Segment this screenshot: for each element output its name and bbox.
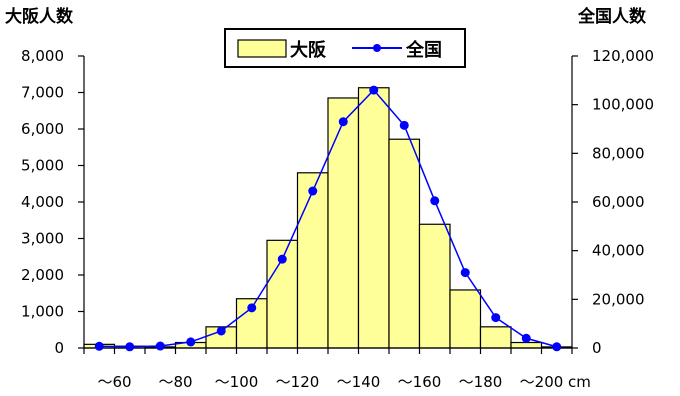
legend-label-osaka: 大阪 bbox=[290, 39, 327, 61]
bar-9 bbox=[357, 87, 390, 349]
national-point-1 bbox=[125, 342, 135, 352]
national-point-9 bbox=[369, 85, 379, 95]
national-point-10 bbox=[399, 120, 409, 130]
left-tick-label-5: 5,000 bbox=[21, 157, 64, 175]
x-tick-label-3: ～120 bbox=[276, 373, 320, 391]
right-tick-label-1: 20,000 bbox=[592, 290, 645, 308]
x-tick-label-7: ～200 bbox=[520, 373, 564, 391]
right-tick-label-3: 60,000 bbox=[592, 193, 645, 211]
national-point-7 bbox=[308, 186, 318, 196]
legend-swatch-osaka bbox=[237, 39, 287, 58]
bar-13 bbox=[479, 326, 512, 349]
national-point-12 bbox=[460, 268, 470, 278]
left-tick-label-4: 4,000 bbox=[21, 193, 64, 211]
right-tick-label-2: 40,000 bbox=[592, 242, 645, 260]
left-tick-label-1: 1,000 bbox=[21, 303, 64, 321]
left-tick-label-6: 6,000 bbox=[21, 120, 64, 138]
bar-14 bbox=[510, 341, 543, 349]
national-point-3 bbox=[186, 337, 196, 347]
left-tick-label-2: 2,000 bbox=[21, 266, 64, 284]
left-tick-label-0: 0 bbox=[54, 339, 64, 357]
national-point-8 bbox=[338, 117, 348, 127]
right-axis-title: 全国人数 bbox=[577, 6, 647, 27]
legend: 大阪 全国 bbox=[224, 28, 466, 68]
x-tick-label-6: ～180 bbox=[459, 373, 503, 391]
national-point-2 bbox=[155, 341, 165, 351]
right-tick-label-5: 100,000 bbox=[592, 96, 654, 114]
national-point-13 bbox=[491, 313, 501, 323]
plot-area: 0 1,000 2,000 3,000 4,000 5,000 6,000 7,000 8,00… bbox=[21, 47, 654, 391]
national-point-11 bbox=[430, 196, 440, 206]
left-tick-label-3: 3,000 bbox=[21, 230, 64, 248]
left-tick-label-8: 8,000 bbox=[21, 47, 64, 65]
x-tick-label-1: ～80 bbox=[158, 373, 192, 391]
bar-12 bbox=[449, 289, 482, 349]
right-tick-label-0: 0 bbox=[592, 339, 602, 357]
national-point-6 bbox=[277, 254, 287, 264]
right-tick-label-4: 80,000 bbox=[592, 144, 645, 162]
national-line bbox=[99, 88, 557, 348]
right-tick-label-6: 120,000 bbox=[592, 47, 654, 65]
bar-10 bbox=[388, 138, 421, 349]
national-point-5 bbox=[247, 303, 257, 313]
x-tick-label-5: ～160 bbox=[398, 373, 442, 391]
x-tick-label-4: ～140 bbox=[337, 373, 381, 391]
legend-label-national: 全国 bbox=[405, 39, 442, 61]
bar-7 bbox=[296, 172, 329, 349]
national-point-15 bbox=[552, 342, 562, 352]
national-point-4 bbox=[216, 326, 226, 336]
left-tick-label-7: 7,000 bbox=[21, 84, 64, 102]
legend-marker-national bbox=[373, 44, 381, 52]
bar-8 bbox=[327, 97, 360, 349]
national-point-14 bbox=[521, 333, 531, 343]
x-tick-label-2: ～100 bbox=[215, 373, 259, 391]
bar-11 bbox=[418, 223, 451, 349]
x-unit-label: cm bbox=[568, 373, 591, 391]
x-tick-label-0: ～60 bbox=[97, 373, 131, 391]
left-axis-title: 大阪人数 bbox=[5, 6, 74, 27]
national-point-0 bbox=[94, 341, 104, 351]
